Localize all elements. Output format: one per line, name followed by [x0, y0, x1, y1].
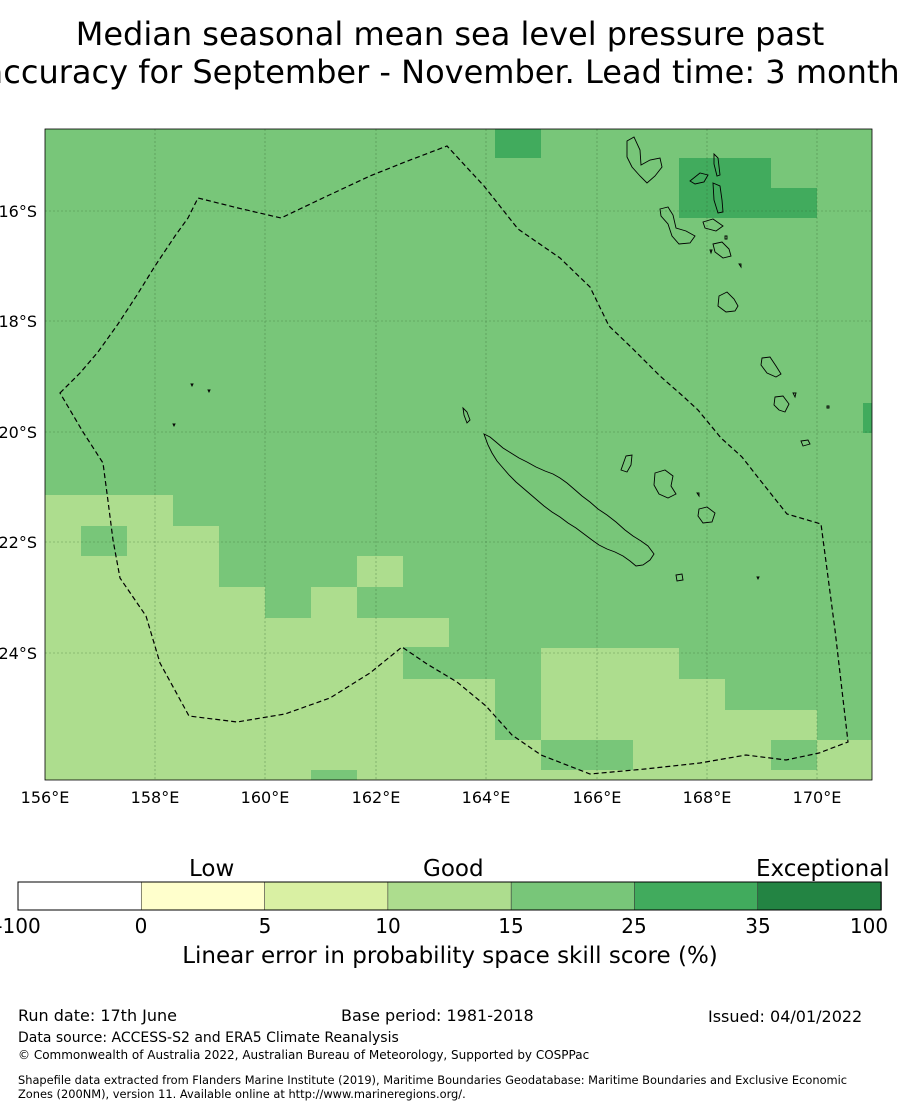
issued-date: Issued: 04/01/2022 — [708, 1007, 863, 1026]
islet-10 — [172, 423, 176, 428]
grid-cell-a-8 — [403, 679, 495, 780]
colorbar-segment-5 — [634, 881, 759, 911]
vanuatu-aneityum-coastline — [773, 395, 790, 413]
graticule — [45, 129, 872, 780]
skill-grid — [45, 129, 872, 780]
vanuatu-tanna-coastline — [760, 356, 782, 378]
map-frame — [44, 128, 873, 781]
colorbar-segment-2 — [264, 881, 389, 911]
vanuatu-malekula-coastline — [659, 206, 696, 245]
vanuatu-erromango-coastline — [717, 291, 739, 313]
grid-cell-b-0 — [81, 526, 127, 556]
islet-1 — [792, 392, 797, 399]
lat-label-22s: 22°S — [0, 533, 37, 552]
grid-cell-a-11 — [633, 740, 679, 770]
colorbar-tick-35: 35 — [745, 914, 771, 938]
grid-cell-a-2 — [219, 587, 265, 780]
lon-label-166e: 166°E — [572, 788, 622, 807]
grid-cell-b-1 — [311, 770, 357, 780]
lon-label-160e: 160°E — [240, 788, 290, 807]
islet-8 — [190, 383, 194, 388]
colorbar-tick-25: 25 — [621, 914, 647, 938]
lon-label-164e: 164°E — [461, 788, 511, 807]
colorbar-segment-1 — [140, 881, 266, 911]
grid-cell-c-3 — [863, 403, 872, 433]
colorbar-segment-6 — [757, 881, 882, 911]
lat-label-18s: 18°S — [0, 312, 37, 331]
colorbar-tick-15: 15 — [498, 914, 524, 938]
run-date: Run date: 17th June — [18, 1006, 178, 1025]
grid-cell-a-4 — [311, 587, 357, 780]
islet-9 — [207, 389, 211, 394]
grid-cell-a-13 — [725, 710, 817, 740]
vanuatu-ambrym-coastline — [712, 182, 724, 214]
colorbar-tick-100: 100 — [849, 914, 889, 938]
loyalty-mare-coastline — [697, 506, 716, 524]
shapefile-credit-line-1: Shapefile data extracted from Flanders M… — [18, 1073, 848, 1087]
data-source: Data source: ACCESS-S2 and ERA5 Climate … — [18, 1030, 399, 1046]
loyalty-lifou-coastline — [653, 469, 677, 499]
vanuatu-maewo-coastline — [689, 172, 709, 185]
colorbar-category-exceptional: Exceptional — [756, 856, 890, 882]
colorbar-tick-minus100: -100 — [0, 914, 41, 938]
grid-cell-c-2 — [679, 188, 817, 218]
base-period: Base period: 1981-2018 — [341, 1006, 534, 1025]
grid-cell-a-1 — [173, 526, 219, 780]
isle-of-pines-coastline — [675, 573, 684, 582]
grid-cell-a-16 — [541, 770, 871, 780]
coastlines — [172, 136, 830, 582]
lat-label-16s: 16°S — [0, 202, 37, 221]
colorbar-segment-4 — [510, 881, 636, 911]
grid-cell-a-10 — [541, 648, 679, 740]
lat-label-24s: 24°S — [0, 644, 37, 663]
shapefile-credit-line-2: Zones (200NM), version 11. Available onl… — [18, 1087, 466, 1101]
vanuatu-espiritu-santo-coastline — [626, 136, 663, 184]
eez-boundary — [59, 145, 849, 775]
islet-4 — [724, 235, 728, 240]
islet-5 — [738, 263, 742, 269]
colorbar-tick-0: 0 — [134, 914, 148, 938]
grid-cell-a-6 — [357, 618, 449, 647]
islet-6 — [696, 492, 700, 498]
lon-label-170e: 170°E — [792, 788, 842, 807]
colorbar-category-low: Low — [189, 856, 235, 882]
colorbar-segment-0 — [17, 881, 143, 911]
grid-cell-c-0 — [495, 129, 541, 158]
new-caledonia-coastline — [483, 433, 655, 567]
lat-label-20s: 20°S — [0, 423, 37, 442]
grid-cell-a-5 — [357, 556, 403, 587]
title-line-2: accuracy for September - November. Lead … — [0, 53, 900, 91]
colorbar-tick-10: 10 — [375, 914, 401, 938]
vanuatu-epi-coastline — [702, 218, 724, 232]
colorbar — [17, 881, 882, 911]
copyright: © Commonwealth of Australia 2022, Austra… — [18, 1048, 590, 1062]
lon-label-162e: 162°E — [351, 788, 401, 807]
loyalty-ouvea-coastline — [620, 454, 633, 473]
walpole-island-coastline — [800, 439, 811, 447]
lon-label-156e: 156°E — [20, 788, 70, 807]
grid-cell-a-7 — [357, 647, 403, 780]
colorbar-segment-3 — [387, 881, 512, 911]
grid-cell-a-9 — [495, 740, 541, 780]
belep-islands-coastline — [462, 406, 471, 424]
grid-cell-a-3 — [265, 618, 311, 780]
colorbar-frame — [17, 881, 882, 911]
vanuatu-pentecost-coastline — [713, 152, 721, 177]
grid-cell-c-1 — [679, 158, 771, 188]
colorbar-label: Linear error in probability space skill … — [182, 943, 718, 969]
colorbar-tick-5: 5 — [258, 914, 272, 938]
colorbar-category-good: Good — [423, 856, 484, 882]
islet-7 — [756, 576, 760, 581]
islet-3 — [709, 249, 713, 255]
lon-label-158e: 158°E — [130, 788, 180, 807]
grid-cell-a-12 — [679, 679, 725, 770]
lon-label-168e: 168°E — [682, 788, 732, 807]
vanuatu-efate-coastline — [712, 241, 732, 259]
islet-2 — [826, 405, 830, 409]
title-line-1: Median seasonal mean sea level pressure … — [75, 15, 825, 53]
